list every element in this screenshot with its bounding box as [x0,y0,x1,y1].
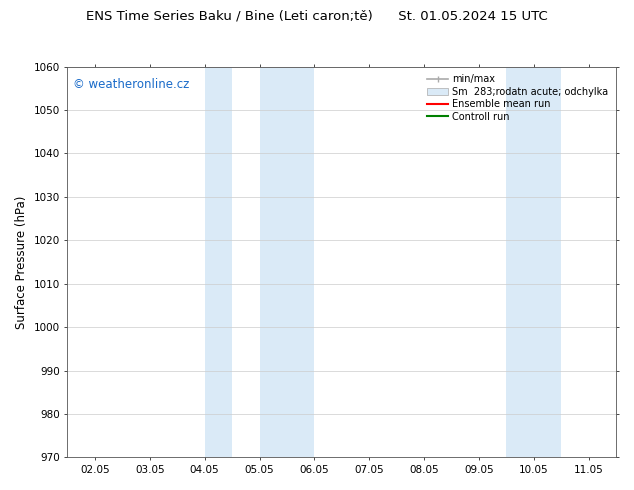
Y-axis label: Surface Pressure (hPa): Surface Pressure (hPa) [15,196,28,329]
Text: ENS Time Series Baku / Bine (Leti caron;tě)      St. 01.05.2024 15 UTC: ENS Time Series Baku / Bine (Leti caron;… [86,10,548,23]
Text: © weatheronline.cz: © weatheronline.cz [73,78,190,91]
Bar [259,67,314,457]
Bar [507,67,561,457]
Legend: min/max, Sm  283;rodatn acute; odchylka, Ensemble mean run, Controll run: min/max, Sm 283;rodatn acute; odchylka, … [424,72,611,124]
Bar [205,67,232,457]
